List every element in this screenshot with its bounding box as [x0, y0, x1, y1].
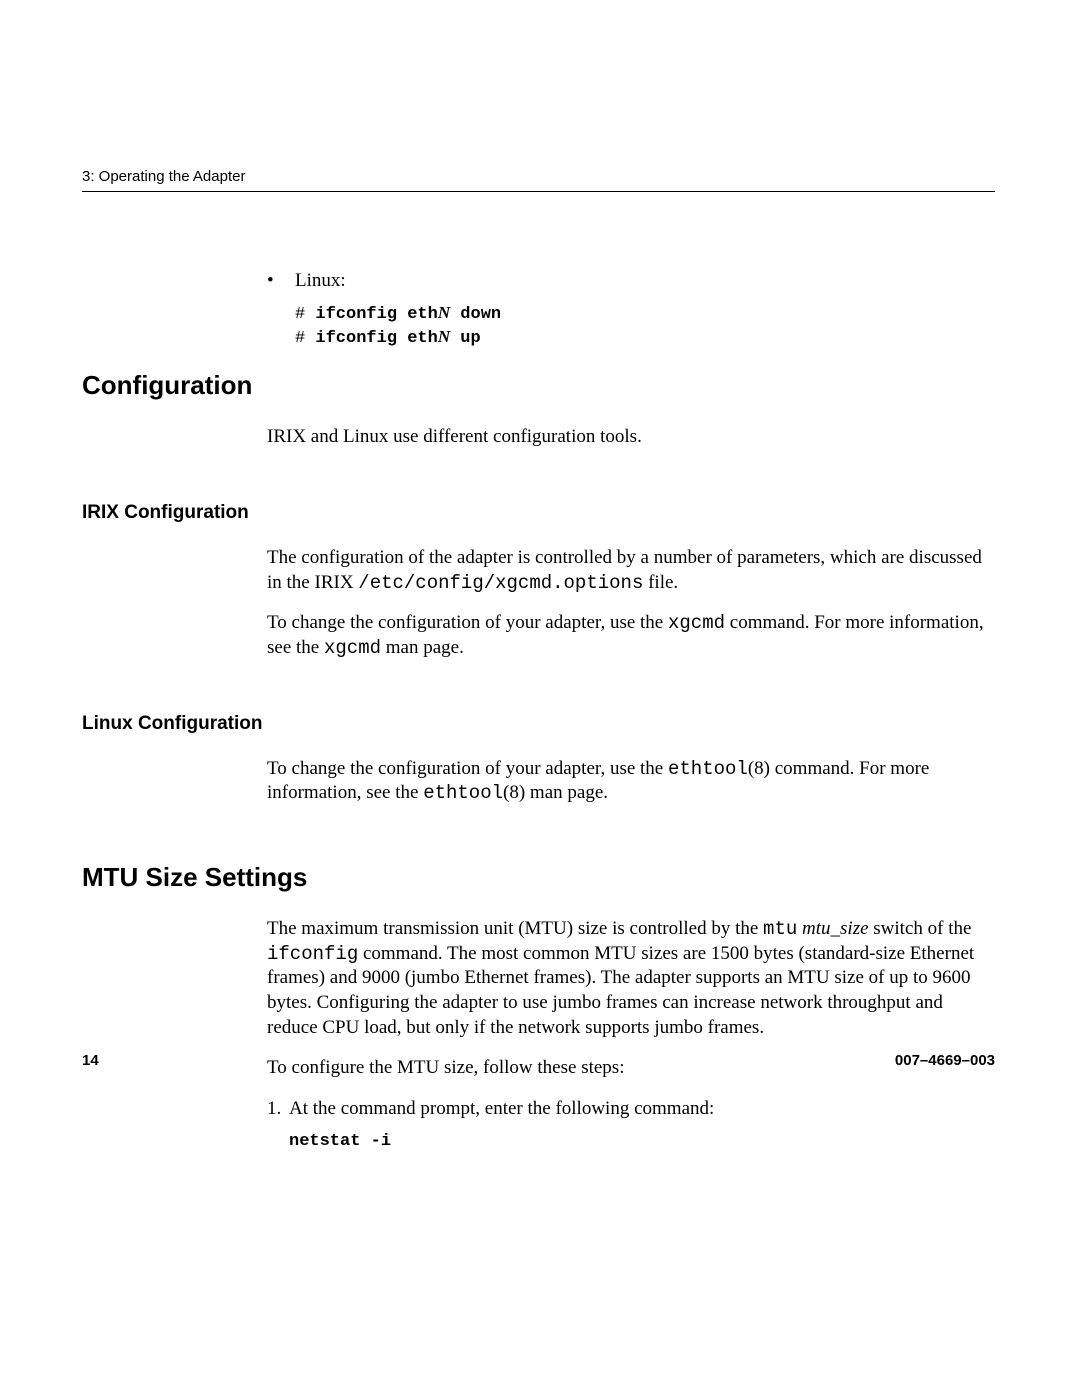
inline-code: ifconfig [267, 943, 358, 965]
code-text: up [450, 329, 481, 348]
page-container: 3: Operating the Adapter • Linux: # ifco… [0, 0, 1080, 1151]
step-text: At the command prompt, enter the followi… [289, 1097, 714, 1122]
text: (8) man page. [503, 782, 608, 803]
doc-id: 007–4669–003 [895, 1052, 995, 1069]
text: man page. [381, 637, 464, 658]
text: file. [643, 572, 678, 593]
code-prompt: # [295, 329, 315, 348]
inline-code: xgcmd [668, 612, 725, 634]
heading-irix-config: IRIX Configuration [82, 502, 995, 524]
heading-linux-config: Linux Configuration [82, 713, 995, 735]
linux-config-block: To change the configuration of your adap… [267, 757, 995, 806]
text: To change the configuration of your adap… [267, 758, 668, 779]
step-number: 1. [267, 1097, 289, 1122]
paragraph: IRIX and Linux use different configurati… [267, 425, 995, 450]
irix-block: The configuration of the adapter is cont… [267, 546, 995, 661]
text: The maximum transmission unit (MTU) size… [267, 918, 763, 939]
heading-configuration: Configuration [82, 370, 995, 401]
code-variable: N [438, 327, 450, 346]
code-text: ifconfig eth [315, 305, 437, 324]
code-block-linux: # ifconfig ethN down # ifconfig ethN up [295, 302, 995, 350]
paragraph: To change the configuration of your adap… [267, 757, 995, 806]
text: switch of the [869, 918, 972, 939]
bullet-dot-icon: • [267, 270, 295, 292]
inline-code: xgcmd [324, 637, 381, 659]
paragraph: The maximum transmission unit (MTU) size… [267, 917, 995, 1040]
page-number: 14 [82, 1052, 99, 1069]
inline-italic: mtu_size [802, 918, 869, 939]
text: command. The most common MTU sizes are 1… [267, 943, 974, 1038]
config-intro-block: IRIX and Linux use different configurati… [267, 425, 995, 450]
paragraph: The configuration of the adapter is cont… [267, 546, 995, 595]
code-text: down [450, 305, 501, 324]
bullet-item: • Linux: [267, 270, 995, 292]
mtu-block: The maximum transmission unit (MTU) size… [267, 917, 995, 1151]
bullet-label: Linux: [295, 270, 346, 292]
code-text: ifconfig eth [315, 329, 437, 348]
code-variable: N [438, 303, 450, 322]
step-code: netstat -i [289, 1132, 995, 1151]
running-header: 3: Operating the Adapter [82, 168, 995, 192]
inline-code: ethtool [423, 782, 503, 804]
inline-code: /etc/config/xgcmd.options [358, 572, 643, 594]
code-prompt: # [295, 305, 315, 324]
ordered-step: 1. At the command prompt, enter the foll… [267, 1097, 995, 1122]
page-footer: 14 007–4669–003 [82, 1052, 995, 1069]
inline-code: ethtool [668, 758, 748, 780]
heading-mtu: MTU Size Settings [82, 862, 995, 893]
text: To change the configuration of your adap… [267, 612, 668, 633]
paragraph: To change the configuration of your adap… [267, 611, 995, 660]
inline-code: mtu [763, 918, 797, 940]
linux-bullet-block: • Linux: # ifconfig ethN down # ifconfig… [267, 270, 995, 350]
